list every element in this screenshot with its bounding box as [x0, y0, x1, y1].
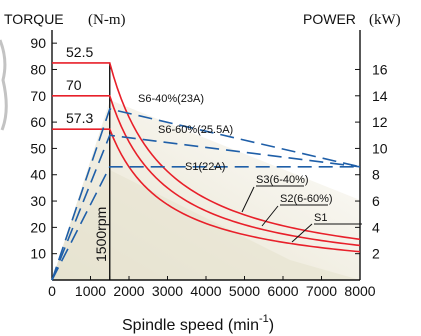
y-left-tick-label: 10 — [30, 246, 46, 262]
y-right-tick-label: 6 — [372, 193, 380, 209]
x-axis-title-main: Spindle speed (min — [122, 317, 259, 334]
y-right-tick-label: 10 — [372, 140, 388, 156]
power-curve — [51, 166, 360, 281]
y-left-title: TORQUE — [4, 11, 64, 27]
torque-series-label: S2(6-60%) — [280, 193, 333, 205]
y-right-tick-label: 14 — [372, 88, 388, 104]
y-right-unit: (kW) — [369, 12, 401, 28]
label-leader — [241, 186, 255, 213]
power-curve — [51, 108, 361, 281]
x-tick-label: 5000 — [229, 283, 260, 299]
y-left-tick-label: 80 — [30, 61, 46, 77]
y-left-unit: (N-m) — [88, 12, 126, 28]
power-curve — [51, 134, 361, 281]
power-series-label: S6-40%(23A) — [138, 93, 204, 105]
decorative-edge — [0, 39, 8, 131]
y-left-tick-label: 40 — [30, 167, 46, 183]
torque-series-label: S1 — [314, 212, 327, 224]
x-tick-label: 6000 — [267, 283, 298, 299]
torque-value-label: 52.5 — [66, 44, 93, 60]
x-axis-title-sup: -1 — [259, 313, 269, 325]
y-right-tick-label: 12 — [372, 114, 388, 130]
torque-curve — [52, 128, 361, 253]
power-series-label: S6-60%(25.5A) — [158, 124, 233, 136]
x-tick-label: 0 — [48, 283, 56, 299]
x-tick-label: 7000 — [306, 283, 337, 299]
label-leader — [261, 205, 279, 227]
torque-curve — [52, 94, 361, 247]
y-right-tick-label: 16 — [372, 61, 388, 77]
y-right-tick-label: 4 — [372, 219, 380, 235]
shaded-region-inner — [52, 170, 360, 280]
label-layer: 1500rpm 52.5 70 57.3 S1(22A) S6-60%(25.5A) S6-… — [66, 44, 362, 262]
y-left-tick-label: 30 — [30, 193, 46, 209]
x-axis-title-end: ) — [269, 317, 274, 334]
x-axis-title: Spindle speed (min-1) — [122, 313, 274, 334]
y-left-tick-label: 50 — [30, 140, 46, 156]
power-series-label: S1(22A) — [185, 161, 225, 173]
y-right-title: POWER — [303, 11, 356, 27]
x-tick-label: 4000 — [190, 283, 221, 299]
base-speed-label: 1500rpm — [93, 207, 109, 262]
series-layer — [51, 62, 361, 281]
y-left-tick-label: 20 — [30, 219, 46, 235]
y-left-tick-label: 90 — [30, 35, 46, 51]
axes: 10 20 30 40 50 60 70 80 90 2 4 6 8 10 12 14 16 0 1000 2000 3… — [30, 30, 388, 299]
torque-value-label: 70 — [66, 77, 82, 93]
y-right-tick-label: 2 — [372, 246, 380, 262]
y-left-tick-label: 70 — [30, 88, 46, 104]
label-leader — [291, 223, 313, 243]
torque-series-label: S3(6-40%) — [256, 174, 309, 186]
x-tick-label: 1000 — [75, 283, 106, 299]
torque-value-label: 57.3 — [66, 110, 93, 126]
x-tick-label: 2000 — [113, 283, 144, 299]
x-tick-label: 8000 — [344, 283, 375, 299]
y-left-tick-label: 60 — [30, 114, 46, 130]
y-right-tick-label: 8 — [372, 167, 380, 183]
torque-curve — [52, 62, 361, 241]
x-tick-label: 3000 — [152, 283, 183, 299]
